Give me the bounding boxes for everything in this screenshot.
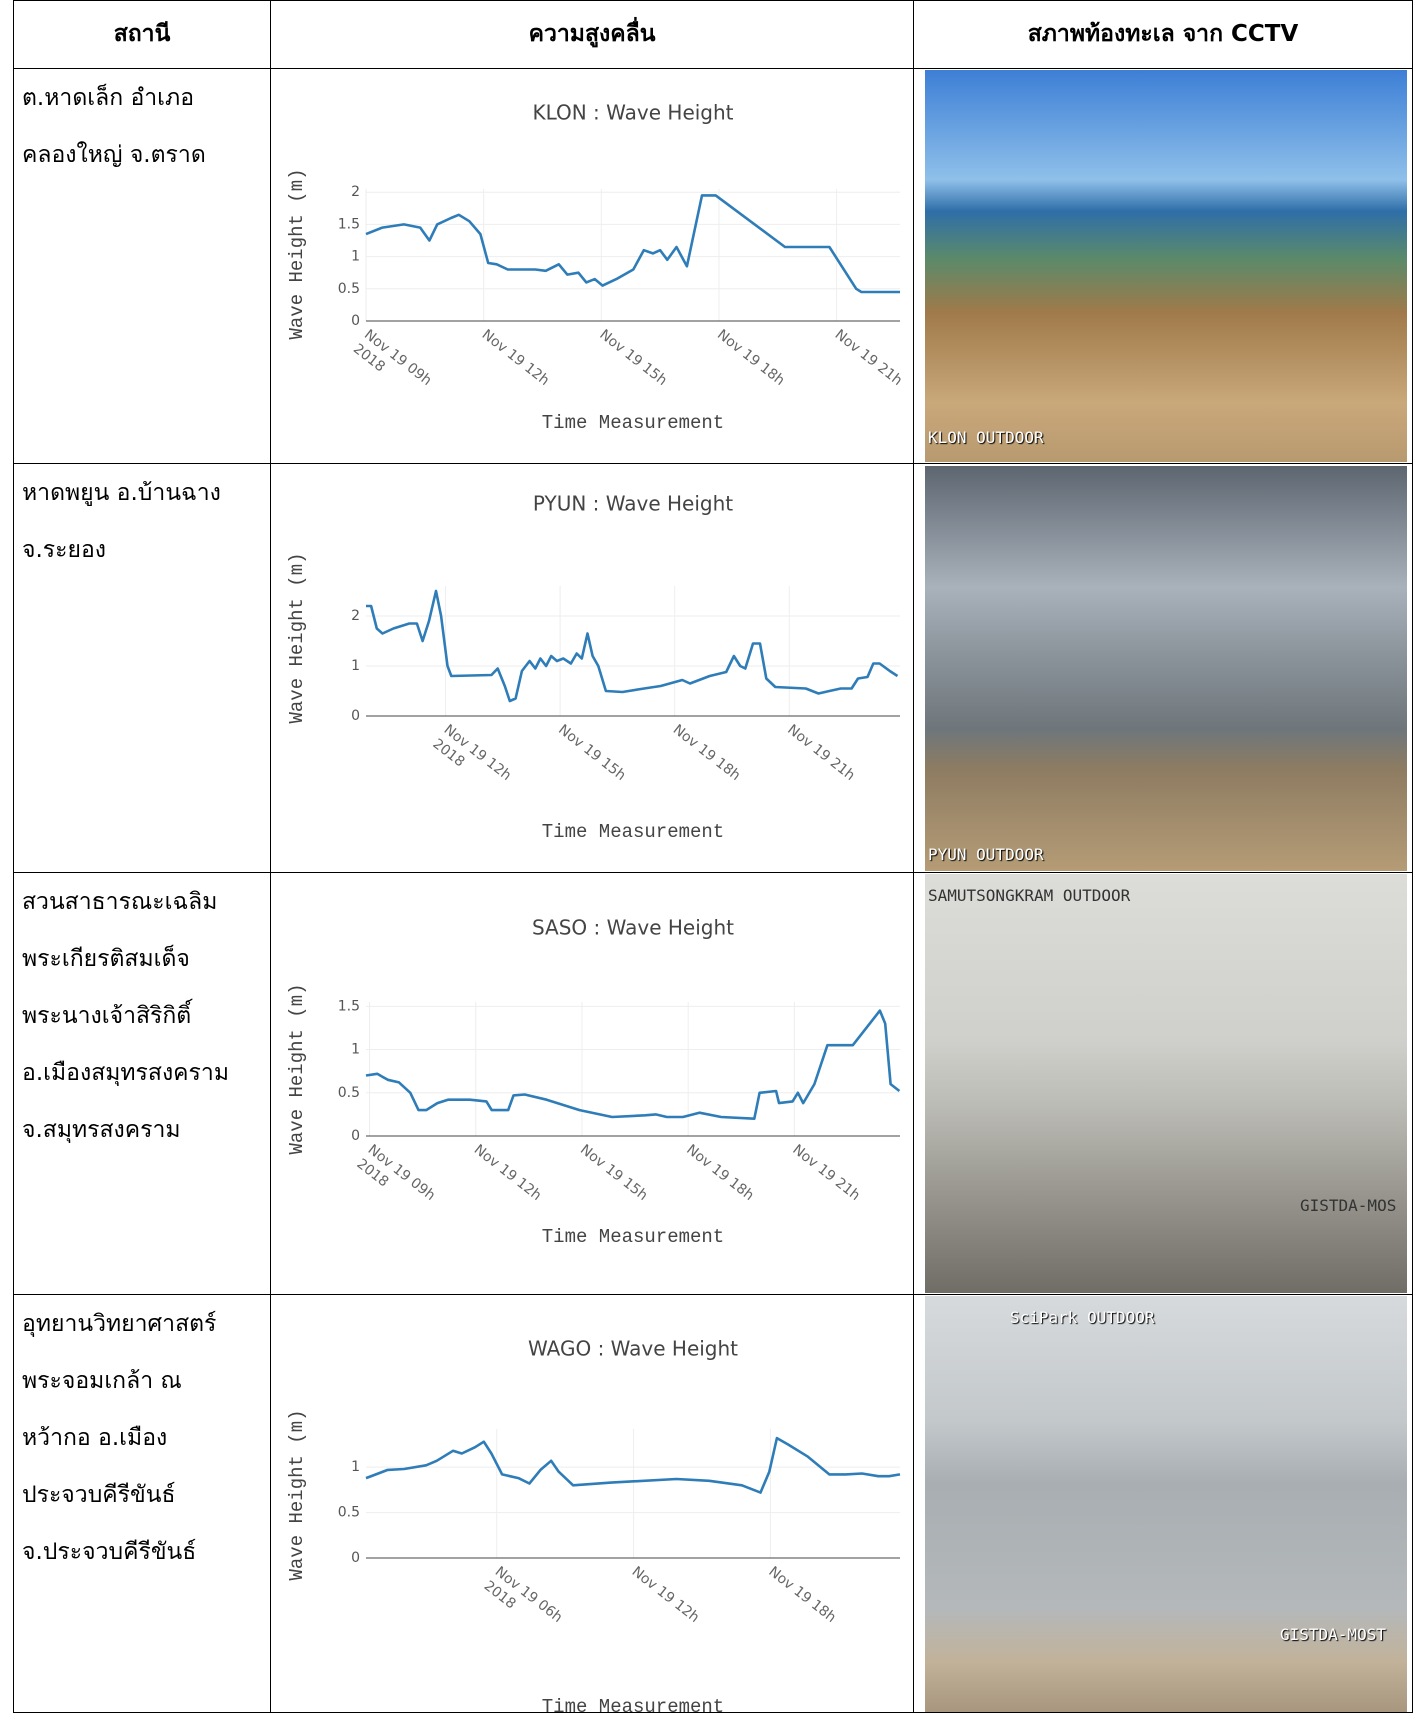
x-tick-label: Nov 19 15h: [577, 1142, 650, 1204]
chart: SASO : Wave Height Time Measurement Wave H…: [271, 873, 912, 1294]
chart-title: WAGO : Wave Height: [528, 1337, 738, 1361]
station-cell: ต.หาดเล็ก อำเภอคลองใหญ่ จ.ตราด: [22, 70, 267, 184]
cctv-caption: SciPark OUTDOOR: [1010, 1308, 1155, 1327]
y-tick-label: 1: [351, 1042, 360, 1058]
station-text: จ.ประจวบคีรีขันธ์: [22, 1524, 267, 1581]
data-line: [366, 1438, 900, 1493]
station-cell: อุทยานวิทยาศาสตร์พระจอมเกล้า ณหว้ากอ อ.เ…: [22, 1296, 267, 1581]
y-tick-label: 2: [351, 184, 360, 200]
chart: KLON : Wave Height Time Measurement Wave H…: [271, 69, 912, 463]
border: [1412, 0, 1413, 1713]
x-tick: Nov 19 21h: [832, 327, 905, 389]
y-tick-label: 0.5: [338, 1085, 360, 1101]
x-tick-label: Nov 19 15h: [596, 327, 669, 389]
chart-title: SASO : Wave Height: [532, 916, 734, 940]
y-axis-title: Wave Height (m): [286, 1409, 308, 1580]
cctv-image: [925, 874, 1407, 1293]
data-line: [366, 195, 900, 292]
x-tick-label: Nov 19 18h: [670, 722, 743, 784]
cctv-image: [925, 1296, 1407, 1712]
cctv-caption: SAMUTSONGKRAM OUTDOOR: [928, 886, 1130, 905]
header-cell: สถานี: [14, 0, 270, 68]
station-text: คลองใหญ่ จ.ตราด: [22, 127, 267, 184]
x-tick-label: Nov 19 12h: [629, 1564, 702, 1626]
station-text: สวนสาธารณะเฉลิม: [22, 874, 267, 931]
x-tick-label: Nov 19 18h: [714, 327, 787, 389]
station-text: พระนางเจ้าสิริกิติ์: [22, 988, 267, 1045]
station-text: ประจวบคีรีขันธ์: [22, 1467, 267, 1524]
y-tick-label: 0: [351, 708, 360, 724]
x-tick: Nov 19 12h: [471, 1142, 544, 1204]
station-text: ต.หาดเล็ก อำเภอ: [22, 70, 267, 127]
x-tick-label: Nov 19 21h: [832, 327, 905, 389]
x-tick-label: Nov 19 12h: [479, 327, 552, 389]
y-tick-label: 0: [351, 1550, 360, 1566]
station-text: พระจอมเกล้า ณ: [22, 1353, 267, 1410]
x-axis-title: Time Measurement: [542, 1226, 724, 1248]
x-tick: Nov 19 15h: [596, 327, 669, 389]
x-tick: Nov 19 21h: [789, 1142, 862, 1204]
station-cell: หาดพยูน อ.บ้านฉางจ.ระยอง: [22, 465, 267, 579]
station-cell: สวนสาธารณะเฉลิมพระเกียรติสมเด็จพระนางเจ้…: [22, 874, 267, 1159]
station-text: จ.ระยอง: [22, 522, 267, 579]
cctv-caption: GISTDA-MOS: [1300, 1196, 1396, 1215]
chart-title: PYUN : Wave Height: [533, 492, 733, 516]
x-tick-label: Nov 19 15h: [555, 722, 628, 784]
cctv-image: [925, 70, 1407, 462]
y-tick-label: 0: [351, 313, 360, 329]
station-text: หว้ากอ อ.เมือง: [22, 1410, 267, 1467]
cctv-caption: KLON OUTDOOR: [928, 428, 1044, 447]
cctv-caption: PYUN OUTDOOR: [928, 845, 1044, 864]
station-text: พระเกียรติสมเด็จ: [22, 931, 267, 988]
y-tick-label: 1.5: [338, 998, 360, 1014]
page: สถานี ความสูงคลื่น สภาพท้องทะเล จาก CCTV…: [0, 0, 1427, 1713]
x-tick-label: Nov 19 18h: [683, 1142, 756, 1204]
y-axis-title: Wave Height (m): [286, 552, 308, 723]
x-tick: Nov 19 18h: [714, 327, 787, 389]
x-tick: Nov 19 15h: [555, 722, 628, 784]
x-tick: Nov 19 18h: [683, 1142, 756, 1204]
border: [13, 0, 14, 1713]
y-axis-title: Wave Height (m): [286, 983, 308, 1154]
x-tick: Nov 19 12h: [479, 327, 552, 389]
x-tick-label: Nov 19 12h: [471, 1142, 544, 1204]
y-tick-label: 0.5: [338, 281, 360, 297]
y-tick-label: 1: [351, 658, 360, 674]
x-axis-title: Time Measurement: [542, 1696, 724, 1712]
x-tick-label: Nov 19 21h: [784, 722, 857, 784]
station-text: อ.เมืองสมุทรสงคราม: [22, 1045, 267, 1102]
y-tick-label: 1: [351, 1459, 360, 1475]
x-tick: Nov 19 21h: [784, 722, 857, 784]
station-text: หาดพยูน อ.บ้านฉาง: [22, 465, 267, 522]
header-cell: สภาพท้องทะเล จาก CCTV: [914, 0, 1412, 68]
header-cell: ความสูงคลื่น: [271, 0, 913, 68]
x-tick: Nov 19 15h: [577, 1142, 650, 1204]
y-tick-label: 1: [351, 249, 360, 265]
station-text: อุทยานวิทยาศาสตร์: [22, 1296, 267, 1353]
x-axis-title: Time Measurement: [542, 821, 724, 843]
chart: PYUN : Wave Height Time Measurement Wave H…: [271, 464, 912, 872]
y-tick-label: 0.5: [338, 1505, 360, 1521]
x-tick-label: Nov 19 21h: [789, 1142, 862, 1204]
data-line: [366, 1011, 899, 1119]
y-tick-label: 2: [351, 608, 360, 624]
x-tick: Nov 19 18h: [765, 1564, 838, 1626]
cctv-caption: GISTDA-MOST: [1280, 1625, 1386, 1644]
x-tick-label: Nov 19 18h: [765, 1564, 838, 1626]
y-tick-label: 1.5: [338, 216, 360, 232]
y-tick-label: 0: [351, 1128, 360, 1144]
chart: WAGO : Wave Height Time Measurement Wave H…: [271, 1295, 912, 1712]
y-axis-title: Wave Height (m): [286, 168, 308, 339]
border: [913, 0, 914, 1713]
station-text: จ.สมุทรสงคราม: [22, 1102, 267, 1159]
cctv-image: [925, 466, 1407, 871]
x-axis-title: Time Measurement: [542, 412, 724, 434]
chart-title: KLON : Wave Height: [532, 101, 733, 125]
x-tick: Nov 19 18h: [670, 722, 743, 784]
x-tick: Nov 19 12h: [629, 1564, 702, 1626]
